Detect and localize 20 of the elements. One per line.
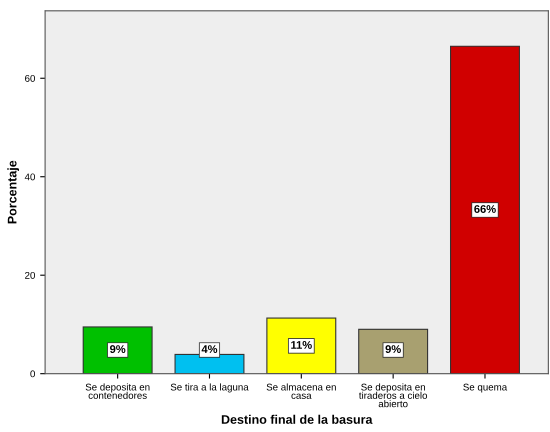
y-tick-label: 20 [25,272,35,279]
data-label: 4% [202,345,218,354]
y-tick-label: 0 [30,370,35,378]
data-label: 9% [110,345,126,354]
y-axis-title: Porcentaje [7,160,20,224]
bar [82,326,153,374]
bar [266,317,336,374]
data-label: 66% [474,205,496,213]
x-tick-label: Se deposita en tiraderos a cielo abierto [358,383,428,408]
bar [450,46,520,374]
x-tick-label: Se quema [463,384,508,392]
x-tick-label: Se tira a la laguna [170,383,249,392]
y-tick-label: 40 [24,173,35,180]
y-tick-label: 60 [25,74,35,82]
x-axis-title: Destino final de la basura [222,414,373,424]
bar [358,328,428,374]
data-label: 9% [386,345,401,354]
x-tick-label: Se almacena en casa [266,383,336,399]
x-tick-label: Se deposita en contenedores [86,383,150,399]
data-label: 11% [291,341,312,349]
